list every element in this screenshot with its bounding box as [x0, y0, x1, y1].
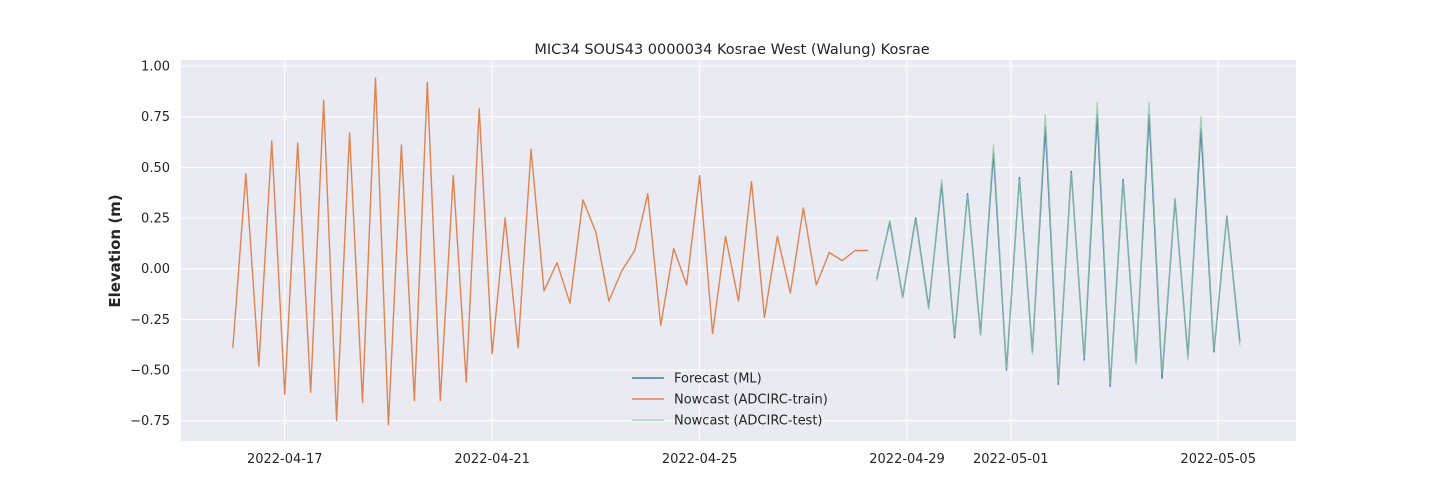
- y-tick-label: 1.00: [141, 60, 170, 75]
- legend-label: Nowcast (ADCIRC-train): [674, 393, 828, 408]
- legend: Forecast (ML) Nowcast (ADCIRC-train) Nowca…: [632, 372, 828, 429]
- x-tick-label: 2022-05-01: [973, 452, 1049, 467]
- chart-title: MIC34 SOUS43 0000034 Kosrae West (Walung…: [534, 42, 929, 58]
- y-tick-label: −0.75: [130, 414, 170, 429]
- x-tick-label: 2022-04-29: [869, 452, 945, 467]
- y-tick-label: 0.00: [141, 262, 170, 277]
- y-axis-label: Elevation (m): [106, 194, 124, 307]
- series-line-2: [232, 77, 869, 426]
- series-layer: [232, 77, 1241, 426]
- x-tick-label: 2022-05-05: [1180, 452, 1256, 467]
- series-line-3: [876, 101, 1241, 385]
- legend-label: Forecast (ML): [674, 372, 762, 387]
- legend-label: Nowcast (ADCIRC-test): [674, 414, 823, 429]
- x-tick-label: 2022-04-21: [454, 452, 530, 467]
- y-tick-label: 0.75: [141, 110, 170, 125]
- tick-labels: 1.00 0.75 0.50 0.25 0.00 −0.25 −0.50 −0.75 2022-…: [130, 60, 1256, 467]
- y-tick-label: −0.25: [130, 313, 170, 328]
- x-tick-label: 2022-04-25: [662, 452, 738, 467]
- x-tick-label: 2022-04-17: [247, 452, 323, 467]
- y-tick-label: 0.50: [141, 161, 170, 176]
- y-tick-label: 0.25: [141, 212, 170, 227]
- y-tick-label: −0.50: [130, 364, 170, 379]
